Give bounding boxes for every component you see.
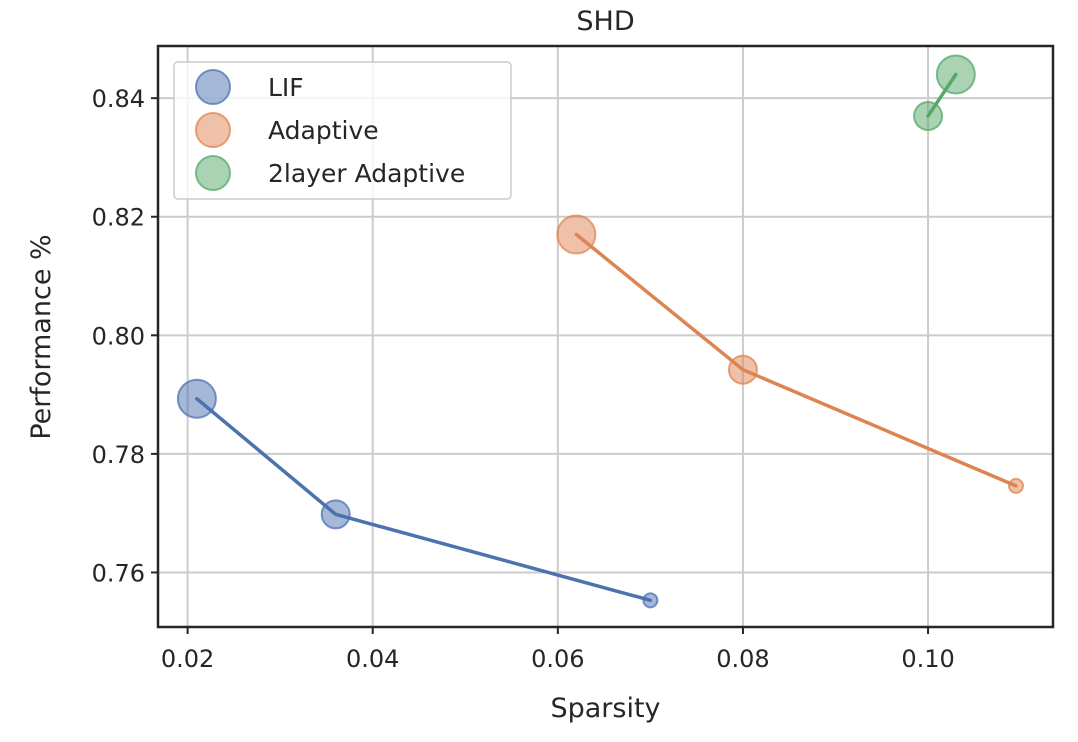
legend: LIF Adaptive 2layer Adaptive [173, 61, 512, 200]
legend-label: 2layer Adaptive [268, 159, 465, 188]
series-2layer-adaptive [913, 54, 976, 131]
series-line-adaptive [574, 232, 1018, 488]
x-tick-label: 0.02 [161, 645, 214, 673]
x-axis-label: Sparsity [550, 693, 660, 724]
x-tick-label: 0.08 [716, 645, 769, 673]
legend-marker [195, 112, 231, 148]
data-point-lif [320, 499, 351, 530]
y-tick-label: 0.80 [92, 322, 145, 350]
tick-layer: 0.02 0.04 0.06 0.08 0.10 0.76 0.78 0.80 0.82 0.84 [92, 85, 955, 673]
legend-label: Adaptive [268, 116, 379, 145]
legend-item-adaptive: Adaptive [195, 112, 379, 148]
chart-title: SHD [576, 6, 634, 37]
series-line-lif [195, 397, 653, 603]
x-tick-label: 0.04 [346, 645, 399, 673]
data-point-adaptive [556, 214, 597, 255]
legend-marker [195, 69, 231, 105]
data-point-lif [642, 592, 659, 609]
y-axis-label: Performance % [26, 234, 57, 439]
x-tick-label: 0.10 [901, 645, 954, 673]
legend-item-lif: LIF [195, 69, 304, 105]
data-point-2layer-adaptive [913, 100, 944, 131]
y-tick-label: 0.76 [92, 559, 145, 587]
y-tick-label: 0.84 [92, 85, 145, 113]
data-point-adaptive [1007, 477, 1024, 494]
legend-items: LIF Adaptive 2layer Adaptive [195, 69, 465, 191]
data-point-lif [176, 378, 217, 419]
legend-label: LIF [268, 73, 304, 102]
x-tick-label: 0.06 [531, 645, 584, 673]
data-point-adaptive [727, 354, 758, 385]
y-tick-label: 0.78 [92, 441, 145, 469]
plot-frame [156, 44, 1055, 629]
series-lif [176, 378, 659, 609]
data-point-2layer-adaptive [935, 54, 976, 95]
y-tick-label: 0.82 [92, 204, 145, 232]
series-layer [176, 54, 1024, 609]
legend-box [173, 61, 512, 200]
legend-item-2layer-adaptive: 2layer Adaptive [195, 155, 465, 191]
legend-marker [195, 155, 231, 191]
series-adaptive [556, 214, 1024, 494]
